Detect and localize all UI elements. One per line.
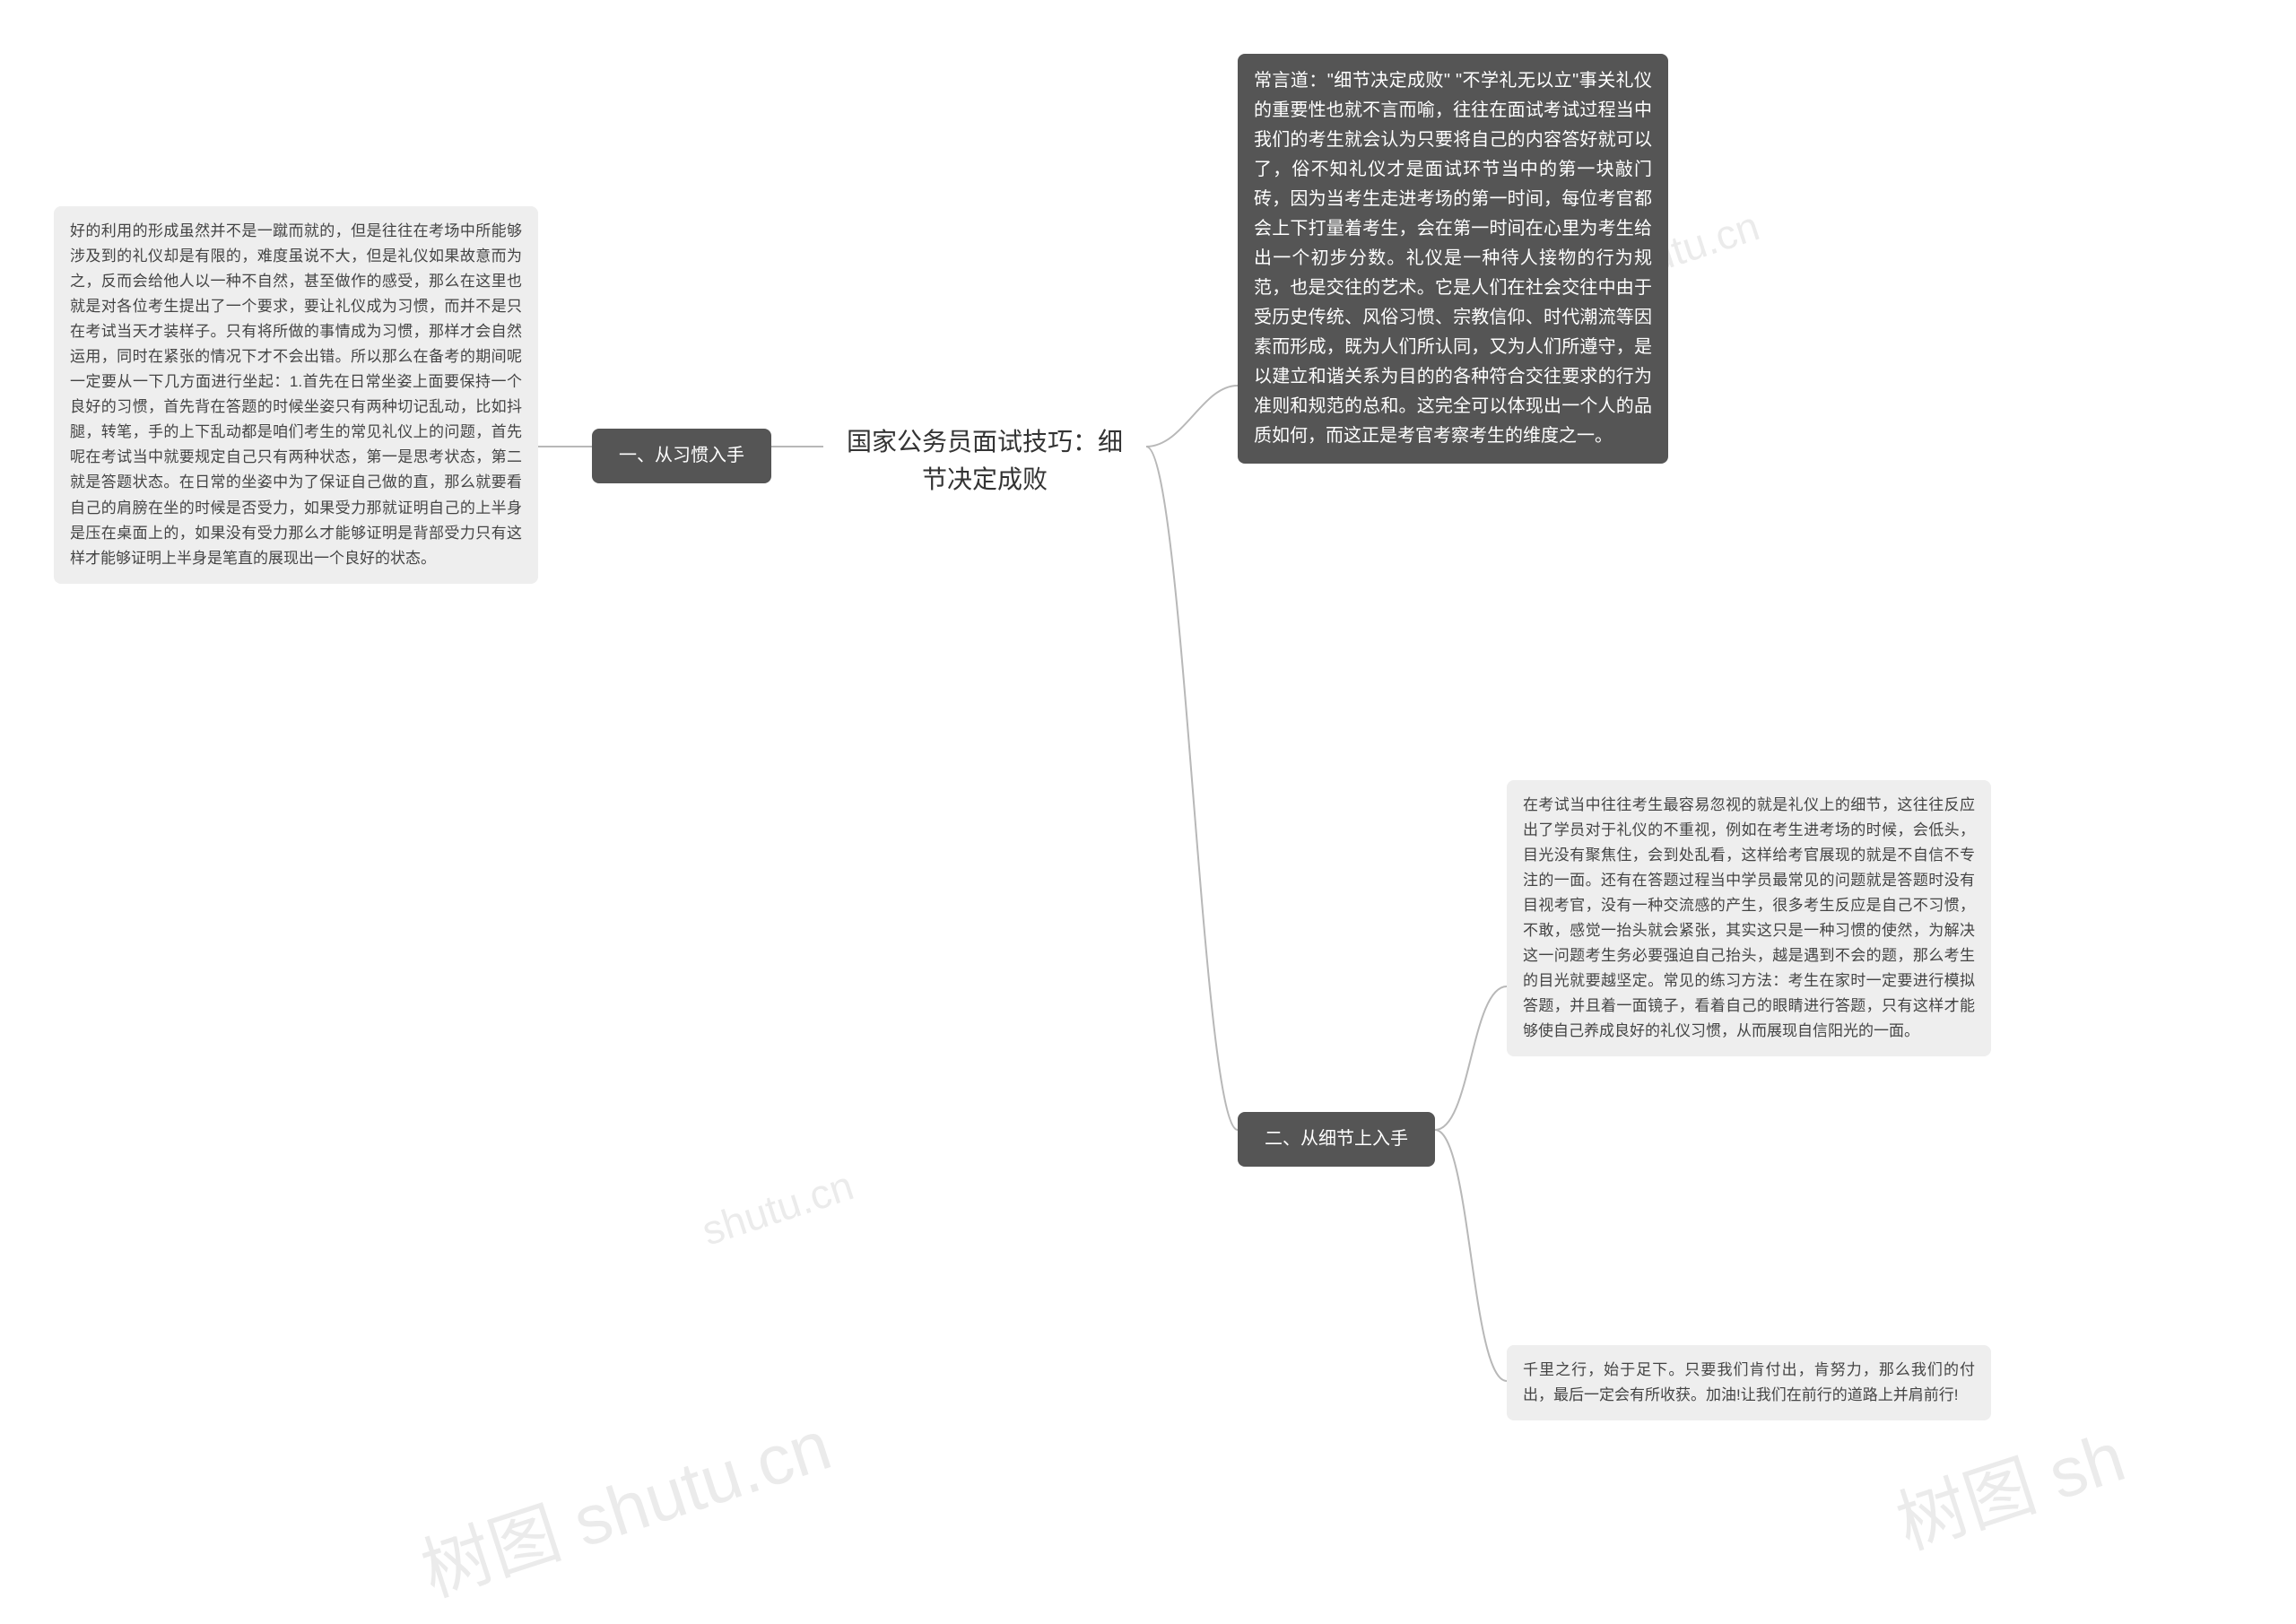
watermark: 树图 sh — [1883, 1402, 2135, 1569]
content-detail-1: 在考试当中往往考生最容易忽视的就是礼仪上的细节，这往往反应出了学员对于礼仪的不重… — [1507, 780, 1991, 1056]
content-detail-2: 千里之行，始于足下。只要我们肯付出，肯努力，那么我们的付出，最后一定会有所收获。… — [1507, 1345, 1991, 1420]
center-title: 国家公务员面试技巧：细节决定成败 — [823, 411, 1146, 511]
connector — [1435, 1130, 1507, 1381]
watermark: shutu.cn — [696, 1160, 859, 1255]
branch-label-detail: 二、从细节上入手 — [1238, 1112, 1435, 1167]
watermark: 树图 shutu.cn — [407, 1390, 841, 1617]
content-intro: 常言道："细节决定成败" "不学礼无以立"事关礼仪的重要性也就不言而喻，往往在面… — [1238, 54, 1668, 464]
connector — [1146, 447, 1238, 1130]
connector — [1146, 386, 1238, 447]
connector — [1435, 986, 1507, 1130]
content-habit: 好的利用的形成虽然并不是一蹴而就的，但是往往在考场中所能够涉及到的礼仪却是有限的… — [54, 206, 538, 584]
branch-label-habit: 一、从习惯入手 — [592, 429, 771, 483]
